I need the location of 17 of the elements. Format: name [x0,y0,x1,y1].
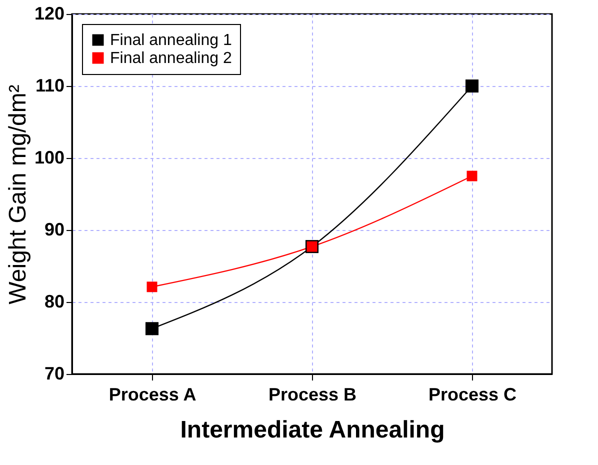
y-tick-label: 80 [44,292,64,312]
y-tick-label: 110 [35,76,64,96]
x-axis-title: Intermediate Annealing [180,416,445,444]
x-tick-label: Process C [428,384,517,404]
x-tick-label: Process A [108,384,196,404]
y-axis-title: Weight Gain mg/dm² [4,84,32,304]
y-tick-label: 90 [44,220,64,240]
point [146,282,158,292]
y-tick-label: 100 [34,148,64,168]
point [466,170,478,182]
y-tick-label: 70 [44,364,64,384]
point [465,79,479,93]
x-tick-label: Process B [268,384,357,404]
y-tick-label: 120 [34,4,64,24]
legend-label: Final annealing 1 [110,32,232,49]
legend-label: Final annealing 2 [110,50,232,67]
point [145,322,159,336]
